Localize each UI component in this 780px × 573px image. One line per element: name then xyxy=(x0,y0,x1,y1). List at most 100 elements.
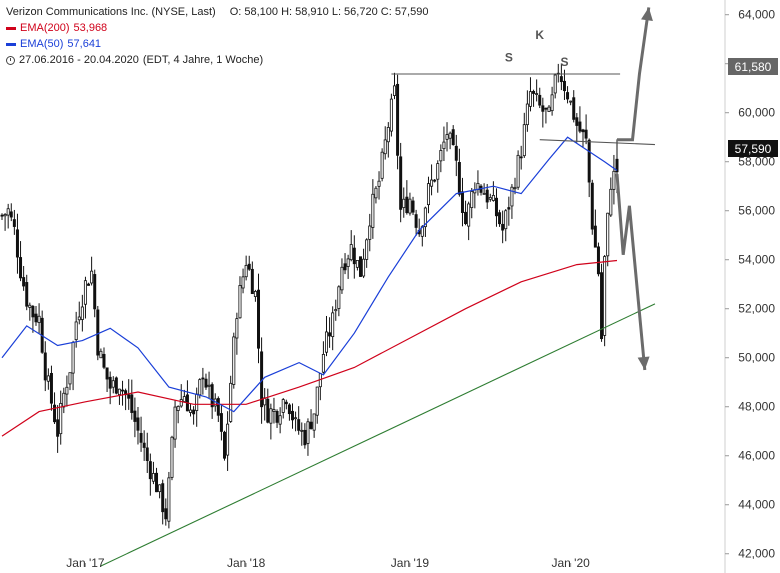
y-axis: 42,000 44,000 46,000 48,000 50,000 52,000 54,0… xyxy=(725,8,775,561)
candle xyxy=(362,248,366,279)
candle xyxy=(392,72,396,100)
candle xyxy=(142,430,146,461)
candle xyxy=(470,187,474,219)
candle-body-down xyxy=(43,352,47,381)
candle-body-down xyxy=(507,207,511,210)
candle xyxy=(331,306,335,351)
candle-body-down xyxy=(136,417,140,431)
candle xyxy=(572,90,576,123)
candle-body-up xyxy=(408,198,412,214)
candle xyxy=(164,498,168,526)
candle-body-up xyxy=(281,399,285,413)
resistance-tag-bg xyxy=(728,58,778,75)
candle-body-down xyxy=(266,398,270,423)
candle xyxy=(430,164,434,196)
legend-period-row: 27.06.2016 - 20.04.2020 (EDT, 4 Jahre, 1… xyxy=(6,52,428,68)
candle-body-up xyxy=(488,197,492,200)
candle xyxy=(65,375,69,407)
candle-body-down xyxy=(247,263,251,270)
candle xyxy=(9,203,13,222)
candle-body-up xyxy=(448,132,452,139)
candle-body-up xyxy=(167,477,171,522)
candle-body-down xyxy=(219,413,223,432)
candle-body-up xyxy=(482,192,486,195)
candle xyxy=(473,182,477,209)
candle-body-up xyxy=(491,194,495,201)
candle xyxy=(525,90,529,132)
candle-body-down xyxy=(578,121,582,132)
candle xyxy=(170,435,174,481)
candle-body-down xyxy=(584,129,588,139)
candle-body-down xyxy=(105,367,109,380)
candle-body-down xyxy=(562,80,566,92)
candle xyxy=(204,373,208,390)
y-tick-label: 54,000 xyxy=(738,253,775,267)
candle xyxy=(284,399,288,410)
candle-body-up xyxy=(371,193,375,228)
x-tick-label: Jan '20 xyxy=(551,556,590,570)
candle xyxy=(294,411,298,432)
candle xyxy=(151,461,155,485)
candle-body-up xyxy=(365,239,369,260)
candle-body-down xyxy=(343,263,347,271)
candle-body-up xyxy=(374,187,378,199)
candle xyxy=(201,367,205,395)
y-tick-label: 50,000 xyxy=(738,351,775,365)
candle-body-up xyxy=(62,392,66,408)
candle xyxy=(498,209,502,227)
candle xyxy=(263,388,267,421)
candle-body-up xyxy=(65,386,69,395)
candle-body-down xyxy=(108,376,112,389)
candle xyxy=(587,138,591,198)
last-price-tag-bg xyxy=(728,140,778,157)
support-line xyxy=(100,303,656,567)
candle xyxy=(349,230,353,262)
candle xyxy=(303,423,307,449)
candle-body-up xyxy=(321,354,325,373)
candle xyxy=(346,254,350,279)
ema-lines xyxy=(1,136,618,437)
candle-body-down xyxy=(396,83,400,156)
candle-body-up xyxy=(324,331,328,353)
candle-body-down xyxy=(12,219,16,227)
candle xyxy=(426,176,430,214)
candle xyxy=(136,406,140,445)
candle-body-up xyxy=(117,388,121,396)
candle xyxy=(544,107,548,124)
y-tick-label: 56,000 xyxy=(738,204,775,218)
candle-body-up xyxy=(609,188,613,216)
candle-body-up xyxy=(525,103,529,126)
candle xyxy=(130,379,134,420)
candle xyxy=(12,209,16,235)
y-tick-label: 48,000 xyxy=(738,400,775,414)
candle-body-down xyxy=(501,223,505,231)
candle xyxy=(28,302,32,321)
candle-body-down xyxy=(460,191,464,213)
candle-body-down xyxy=(130,394,134,413)
candle xyxy=(553,73,557,99)
candle xyxy=(482,183,486,195)
candle xyxy=(49,365,53,411)
candle-body-up xyxy=(229,382,233,422)
candle-body-up xyxy=(603,256,607,336)
candle-body-down xyxy=(414,214,418,228)
candle xyxy=(414,209,418,236)
candle xyxy=(355,260,359,271)
candle-body-up xyxy=(74,321,78,341)
candle xyxy=(374,186,378,204)
candle-body-down xyxy=(593,225,597,248)
candle xyxy=(102,347,106,370)
candle-body-up xyxy=(68,372,72,385)
candle xyxy=(99,348,103,359)
candle-body-down xyxy=(352,247,356,265)
candle xyxy=(93,269,97,318)
candle-body-up xyxy=(442,141,446,150)
candle-body-up xyxy=(99,350,103,359)
candle-body-up xyxy=(522,124,526,157)
candle xyxy=(408,192,412,216)
legend-ema50-row: EMA(50) 57,641 xyxy=(6,36,428,52)
candle-body-down xyxy=(9,211,13,218)
candle-body-down xyxy=(451,129,455,146)
candle xyxy=(96,305,100,361)
